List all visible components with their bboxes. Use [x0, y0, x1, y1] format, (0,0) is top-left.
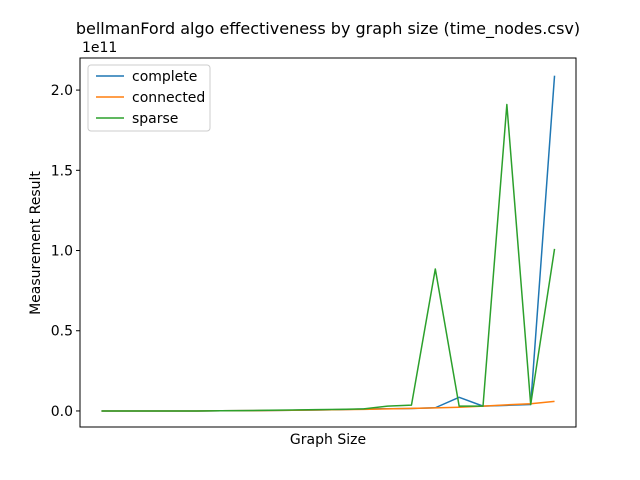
- y-tick-label: 0.0: [51, 404, 73, 420]
- y-tick-label: 2.0: [51, 83, 73, 99]
- y-axis-label: Measurement Result: [28, 171, 44, 315]
- y-offset-label: 1e11: [82, 40, 117, 56]
- legend-label-complete: complete: [132, 69, 197, 85]
- x-axis-label: Graph Size: [290, 432, 366, 448]
- chart-title: bellmanFord algo effectiveness by graph …: [76, 19, 580, 39]
- legend-label-sparse: sparse: [132, 111, 178, 127]
- series-line-sparse: [101, 103, 556, 412]
- legend-label-connected: connected: [132, 90, 205, 106]
- y-tick-label: 1.0: [51, 244, 73, 260]
- series-lines: [101, 75, 556, 412]
- y-axis-ticks: 0.0 0.5 1.0 1.5 2.0: [51, 83, 80, 420]
- y-tick-label: 0.5: [51, 324, 73, 340]
- plot-frame: [79, 57, 577, 428]
- legend: complete connected sparse: [87, 64, 211, 132]
- legend-box: [87, 64, 211, 132]
- y-tick-label: 1.5: [51, 163, 73, 179]
